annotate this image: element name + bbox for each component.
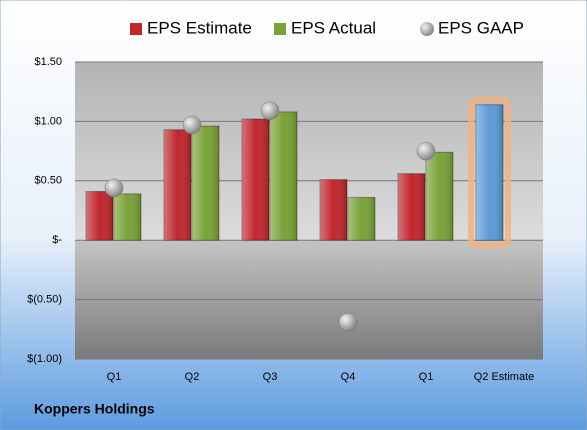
bar-shine	[476, 104, 503, 241]
marker	[260, 101, 280, 120]
x-tick-label: Q2	[185, 371, 200, 383]
marker	[182, 115, 202, 135]
x-tick-label: Q4	[341, 371, 356, 383]
y-tick-label: $0.50	[34, 175, 62, 187]
chart-title: Koppers Holdings	[34, 401, 155, 417]
bar-shine	[270, 111, 297, 241]
legend-label: EPS Actual	[291, 18, 376, 37]
y-tick-label: $-	[52, 234, 62, 246]
legend-swatch	[130, 23, 142, 35]
bar-shine	[86, 191, 113, 241]
bar-shine	[348, 197, 375, 241]
bar-shine	[164, 129, 191, 241]
marker	[104, 178, 124, 198]
y-tick-label: $1.50	[34, 56, 62, 68]
plot-area-upper	[75, 62, 543, 241]
bar-shine	[192, 126, 219, 241]
legend-label: EPS GAAP	[438, 18, 524, 37]
legend-swatch	[274, 23, 286, 35]
y-tick-label: $(1.00)	[27, 353, 62, 365]
legend-label: EPS Estimate	[147, 18, 252, 37]
highlight-glow	[468, 96, 511, 249]
legend-swatch	[420, 22, 434, 36]
marker	[338, 312, 358, 332]
y-tick-label: $1.00	[34, 115, 62, 127]
x-tick-label: Q1	[419, 371, 434, 383]
bar-shine	[398, 173, 425, 241]
x-tick-label: Q3	[263, 371, 278, 383]
bar-shine	[320, 179, 347, 241]
x-tick-label: Q1	[107, 371, 122, 383]
bar-shine	[426, 152, 453, 241]
x-tick-label: Q2 Estimate	[474, 371, 535, 383]
y-tick-label: $(0.50)	[27, 294, 62, 306]
bar-shine	[242, 119, 269, 241]
bar-shine	[114, 193, 141, 241]
marker	[416, 141, 436, 161]
